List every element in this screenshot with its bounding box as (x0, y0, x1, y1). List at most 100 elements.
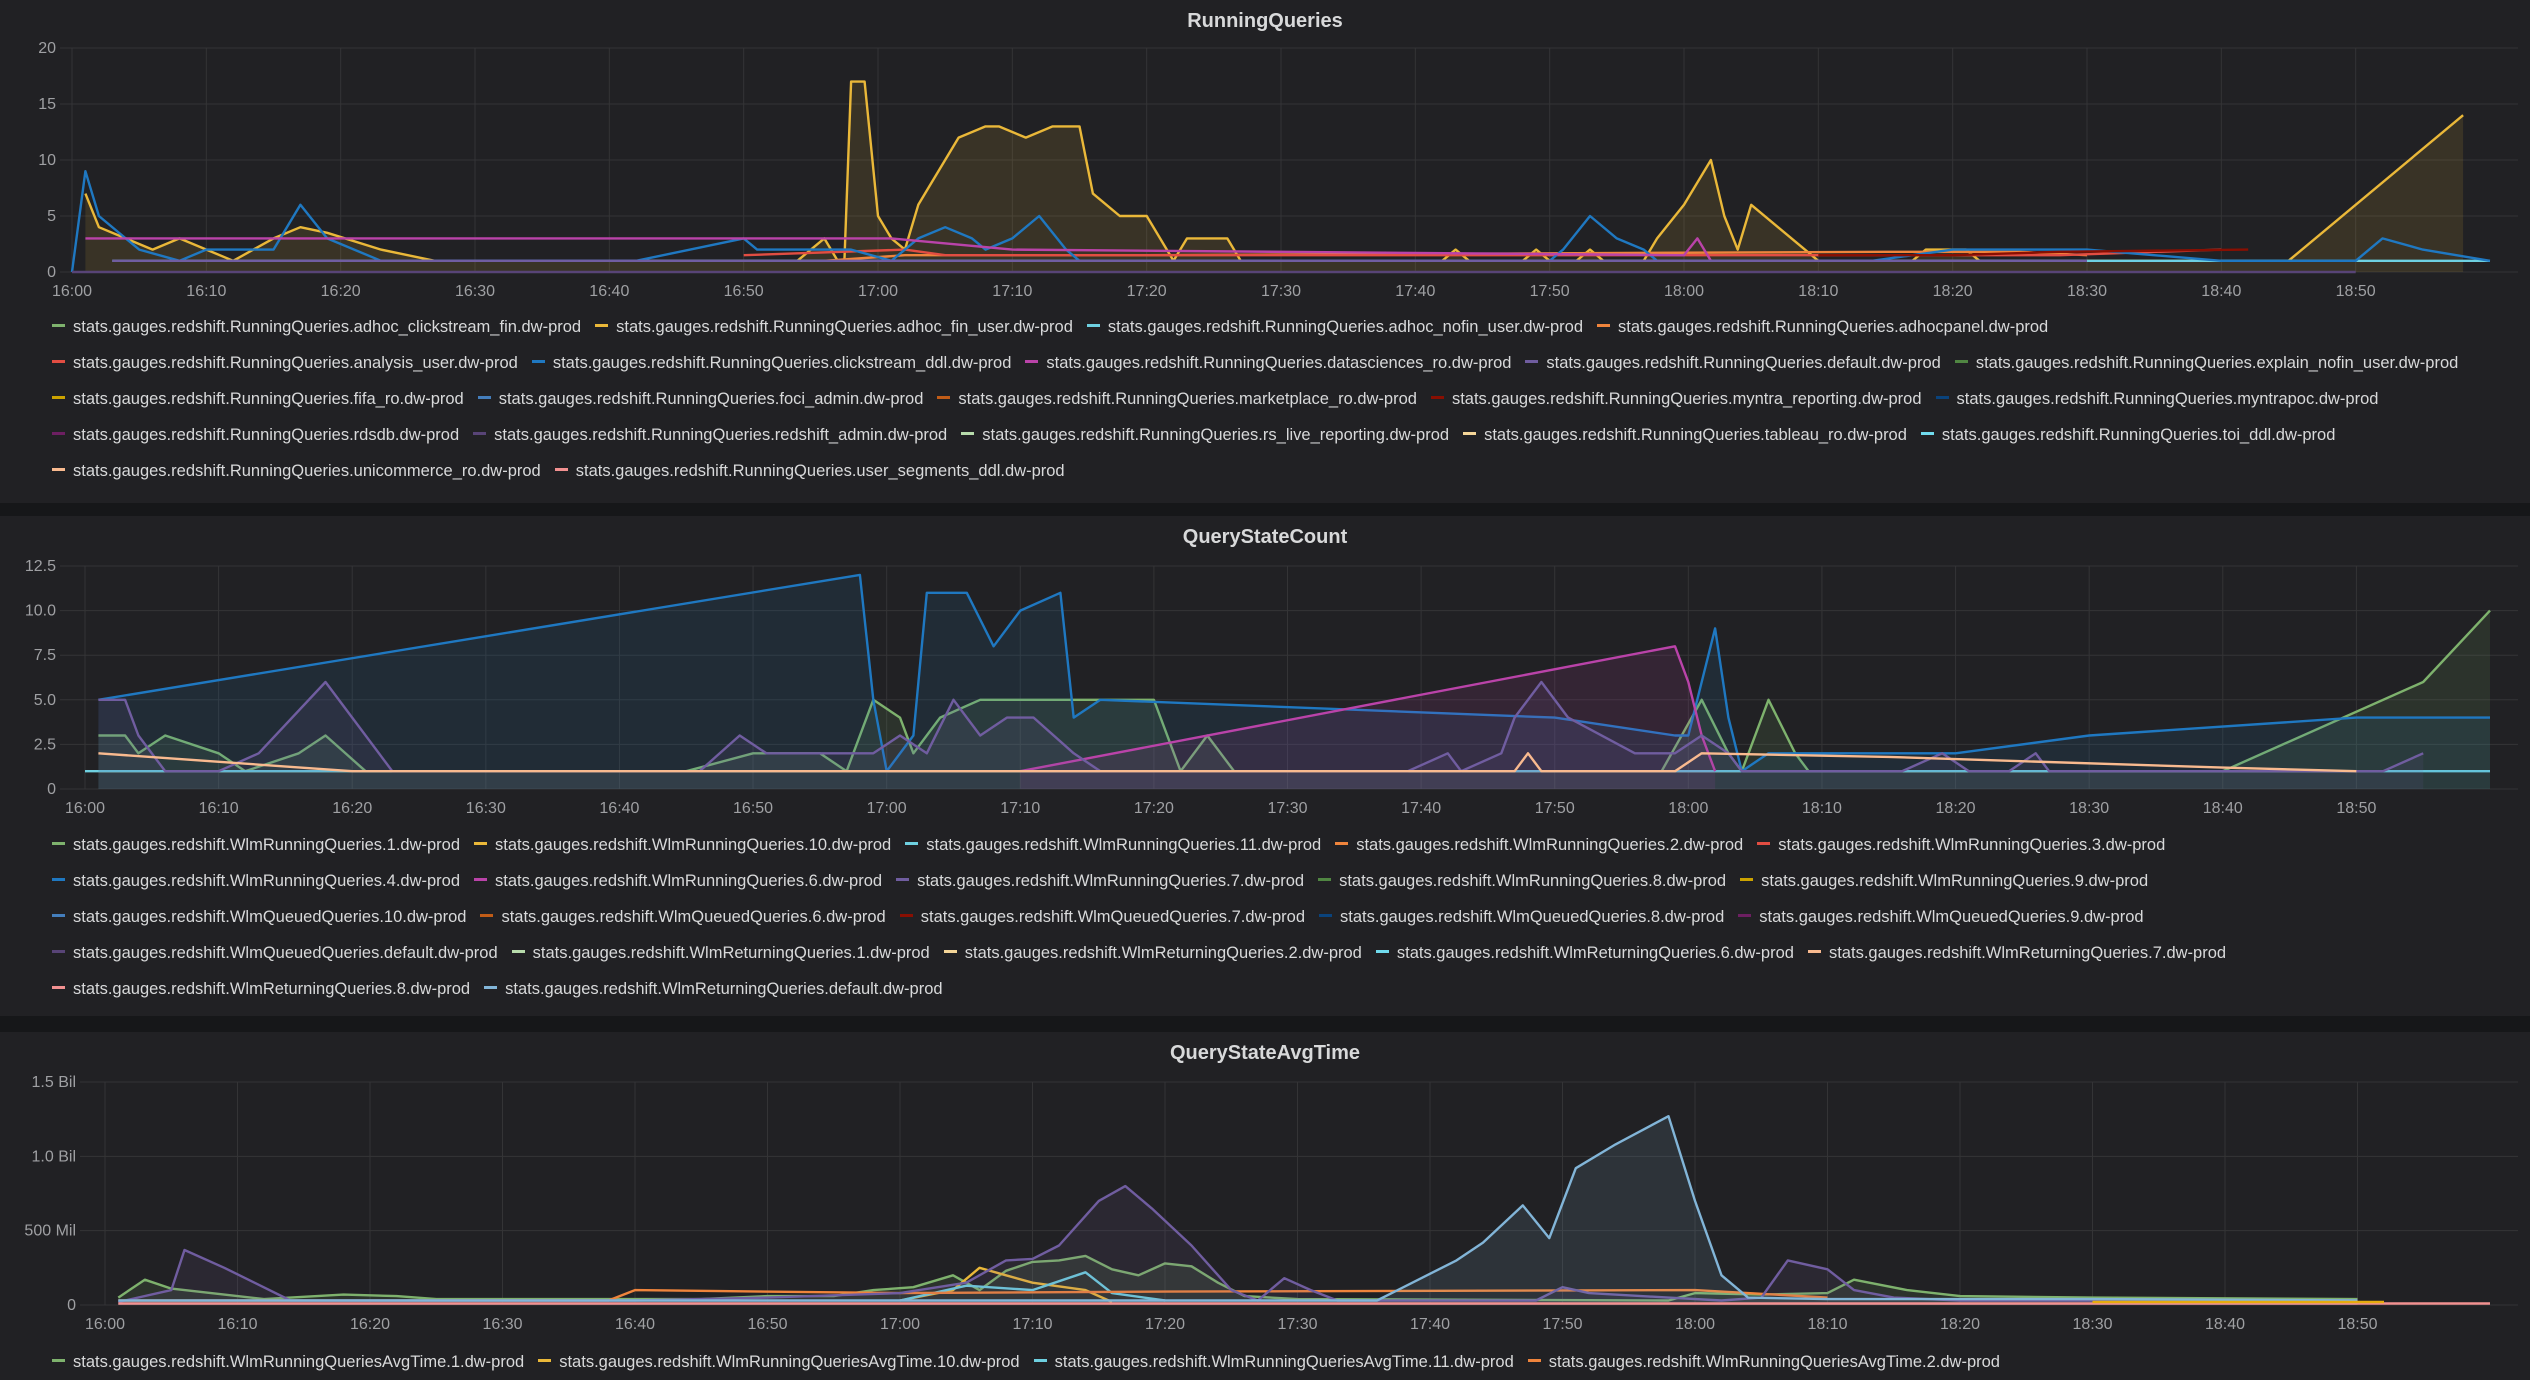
series-line-12[interactable] (1818, 248, 2249, 257)
legend-item[interactable]: stats.gauges.redshift.RunningQueries.rds… (52, 417, 459, 453)
legend-item[interactable]: stats.gauges.redshift.WlmRunningQueries.… (1757, 827, 2165, 863)
legend-item[interactable]: stats.gauges.redshift.WlmReturningQuerie… (484, 971, 943, 1007)
legend-item[interactable]: stats.gauges.redshift.WlmReturningQuerie… (943, 935, 1362, 971)
legend-swatch (1597, 324, 1611, 328)
chart-running-queries[interactable]: 16:00 16:10 16:20 16:30 16:40 16:50 17:00 17:10… (0, 0, 2530, 503)
legend-item[interactable]: stats.gauges.redshift.WlmRunningQueries.… (1335, 827, 1743, 863)
legend-label: stats.gauges.redshift.WlmReturningQuerie… (73, 980, 471, 998)
legend-item[interactable]: stats.gauges.redshift.WlmReturningQuerie… (1807, 935, 2226, 971)
x-tick-label: 18:30 (2072, 1316, 2112, 1333)
series-line-2[interactable] (899, 1271, 1166, 1302)
legend-label: stats.gauges.redshift.WlmRunningQueries.… (73, 836, 461, 854)
x-tick-label: 16:50 (724, 283, 764, 300)
legend-label: stats.gauges.redshift.RunningQueries.rs_… (982, 426, 1450, 444)
legend-item[interactable]: stats.gauges.redshift.RunningQueries.rs_… (961, 417, 1449, 453)
x-tick-label: 17:50 (1535, 800, 1575, 817)
legend-item[interactable]: stats.gauges.redshift.WlmRunningQueries.… (896, 863, 1304, 899)
legend-item[interactable]: stats.gauges.redshift.WlmQueuedQueries.7… (899, 899, 1305, 935)
series-line-0[interactable] (98, 609, 2491, 773)
legend-item[interactable]: stats.gauges.redshift.WlmRunningQueries.… (474, 827, 891, 863)
legend-item[interactable]: stats.gauges.redshift.RunningQueries.use… (554, 453, 1065, 489)
chart-query-state-count[interactable]: 16:00 16:10 16:20 16:30 16:40 16:50 17:00 17:10… (0, 516, 2530, 1016)
panel-title[interactable]: QueryStateCount (1182, 526, 1348, 548)
legend-item[interactable]: stats.gauges.redshift.RunningQueries.red… (473, 417, 947, 453)
legend-item[interactable]: stats.gauges.redshift.RunningQueries.toi… (1920, 417, 2336, 453)
legend-swatch (477, 396, 491, 400)
legend-swatch (1375, 950, 1389, 954)
legend-item[interactable]: stats.gauges.redshift.RunningQueries.mar… (937, 381, 1417, 417)
series-line-5[interactable] (118, 1114, 2358, 1302)
x-tick-label: 16:00 (52, 283, 92, 300)
legend-item[interactable]: stats.gauges.redshift.RunningQueries.myn… (1935, 381, 2378, 417)
legend-item[interactable]: stats.gauges.redshift.RunningQueries.dat… (1025, 345, 1511, 381)
legend-item[interactable]: stats.gauges.redshift.RunningQueries.tab… (1463, 417, 1907, 453)
chart-query-state-avg-time[interactable]: 16:00 16:10 16:20 16:30 16:40 16:50 17:00 17:10… (0, 1032, 2530, 1380)
series-line-1[interactable] (84, 80, 2464, 262)
legend-swatch (1430, 396, 1444, 400)
legend-item[interactable]: stats.gauges.redshift.WlmRunningQueries.… (1740, 863, 2148, 899)
legend-item[interactable]: stats.gauges.redshift.WlmReturningQuerie… (52, 971, 470, 1007)
legend-item[interactable]: stats.gauges.redshift.RunningQueries.foc… (477, 381, 923, 417)
legend-item[interactable]: stats.gauges.redshift.RunningQueries.adh… (52, 309, 581, 345)
legend-item[interactable]: stats.gauges.redshift.RunningQueries.adh… (1597, 309, 2048, 345)
legend-item[interactable]: stats.gauges.redshift.RunningQueries.def… (1525, 345, 1941, 381)
legend-item[interactable]: stats.gauges.redshift.WlmRunningQueriesA… (1527, 1344, 2000, 1380)
x-tick-label: 17:20 (1145, 1316, 1185, 1333)
legend-label: stats.gauges.redshift.WlmQueuedQueries.8… (1340, 908, 1725, 926)
series-line-6[interactable] (85, 237, 1712, 262)
legend-item[interactable]: stats.gauges.redshift.WlmQueuedQueries.1… (52, 899, 466, 935)
legend-item[interactable]: stats.gauges.redshift.WlmQueuedQueries.6… (480, 899, 886, 935)
legend-swatch (905, 842, 919, 846)
legend-item[interactable]: stats.gauges.redshift.RunningQueries.uni… (52, 453, 541, 489)
legend-label: stats.gauges.redshift.RunningQueries.adh… (1618, 318, 2049, 336)
legend-item[interactable]: stats.gauges.redshift.WlmRunningQueries.… (52, 827, 460, 863)
x-tick-label: 18:30 (2069, 800, 2109, 817)
x-tick-label: 18:50 (2337, 1316, 2377, 1333)
legend-item[interactable]: stats.gauges.redshift.WlmRunningQueriesA… (1033, 1344, 1514, 1380)
legend-item[interactable]: stats.gauges.redshift.WlmQueuedQueries.9… (1738, 899, 2144, 935)
legend-item[interactable]: stats.gauges.redshift.WlmQueuedQueries.8… (1319, 899, 1724, 935)
y-tick-label: 500 Mil (24, 1223, 76, 1240)
series-line-4[interactable] (118, 1184, 2358, 1304)
legend-item[interactable]: stats.gauges.redshift.WlmQueuedQueries.d… (52, 935, 498, 971)
legend-item[interactable]: stats.gauges.redshift.RunningQueries.fif… (52, 381, 464, 417)
series-area-7 (98, 682, 2424, 789)
x-tick-label: 18:50 (2336, 283, 2376, 300)
legend-item[interactable]: stats.gauges.redshift.RunningQueries.exp… (1954, 345, 2459, 381)
x-tick-label: 16:00 (85, 1316, 125, 1333)
legend-item[interactable]: stats.gauges.redshift.RunningQueries.myn… (1430, 381, 1922, 417)
legend-label: stats.gauges.redshift.RunningQueries.toi… (1941, 426, 2336, 444)
legend-swatch (474, 878, 488, 882)
series-line-7[interactable] (98, 680, 2424, 773)
legend-label: stats.gauges.redshift.WlmRunningQueriesA… (559, 1353, 1020, 1371)
legend-item[interactable]: stats.gauges.redshift.WlmRunningQueries.… (474, 863, 882, 899)
y-tick-label: 5.0 (34, 692, 56, 709)
legend-item[interactable]: stats.gauges.redshift.RunningQueries.cli… (531, 345, 1011, 381)
legend-item[interactable]: stats.gauges.redshift.RunningQueries.adh… (1086, 309, 1583, 345)
legend-item[interactable]: stats.gauges.redshift.WlmRunningQueriesA… (52, 1344, 524, 1380)
legend-item[interactable]: stats.gauges.redshift.WlmReturningQuerie… (1375, 935, 1794, 971)
legend-swatch (1527, 1359, 1541, 1363)
legend-item[interactable]: stats.gauges.redshift.WlmReturningQuerie… (511, 935, 930, 971)
panel-title[interactable]: RunningQueries (1187, 10, 1343, 32)
legend-swatch (1920, 432, 1934, 436)
series-line-6[interactable] (1020, 645, 1717, 773)
series-line-1[interactable] (899, 1266, 1113, 1304)
x-tick-label: 18:10 (1798, 283, 1838, 300)
legend-item[interactable]: stats.gauges.redshift.WlmRunningQueries.… (52, 863, 460, 899)
series-line-4[interactable] (743, 248, 2222, 257)
legend-item[interactable]: stats.gauges.redshift.RunningQueries.ana… (52, 345, 518, 381)
legend-label: stats.gauges.redshift.RunningQueries.exp… (1975, 354, 2459, 372)
y-tick-label: 0 (47, 781, 56, 798)
series-line-19[interactable] (98, 752, 2357, 773)
legend-item[interactable]: stats.gauges.redshift.WlmRunningQueries.… (1318, 863, 1726, 899)
series-line-5[interactable] (98, 573, 2490, 773)
panel-title[interactable]: QueryStateAvgTime (1169, 1042, 1361, 1064)
legend-item[interactable]: stats.gauges.redshift.WlmRunningQueriesA… (538, 1344, 1020, 1380)
legend-swatch (1525, 360, 1539, 364)
x-tick-label: 18:50 (2336, 800, 2376, 817)
legend-item[interactable]: stats.gauges.redshift.RunningQueries.adh… (595, 309, 1073, 345)
series-line-5[interactable] (70, 169, 2491, 273)
legend-swatch (1935, 396, 1949, 400)
legend-item[interactable]: stats.gauges.redshift.WlmRunningQueries.… (905, 827, 1321, 863)
